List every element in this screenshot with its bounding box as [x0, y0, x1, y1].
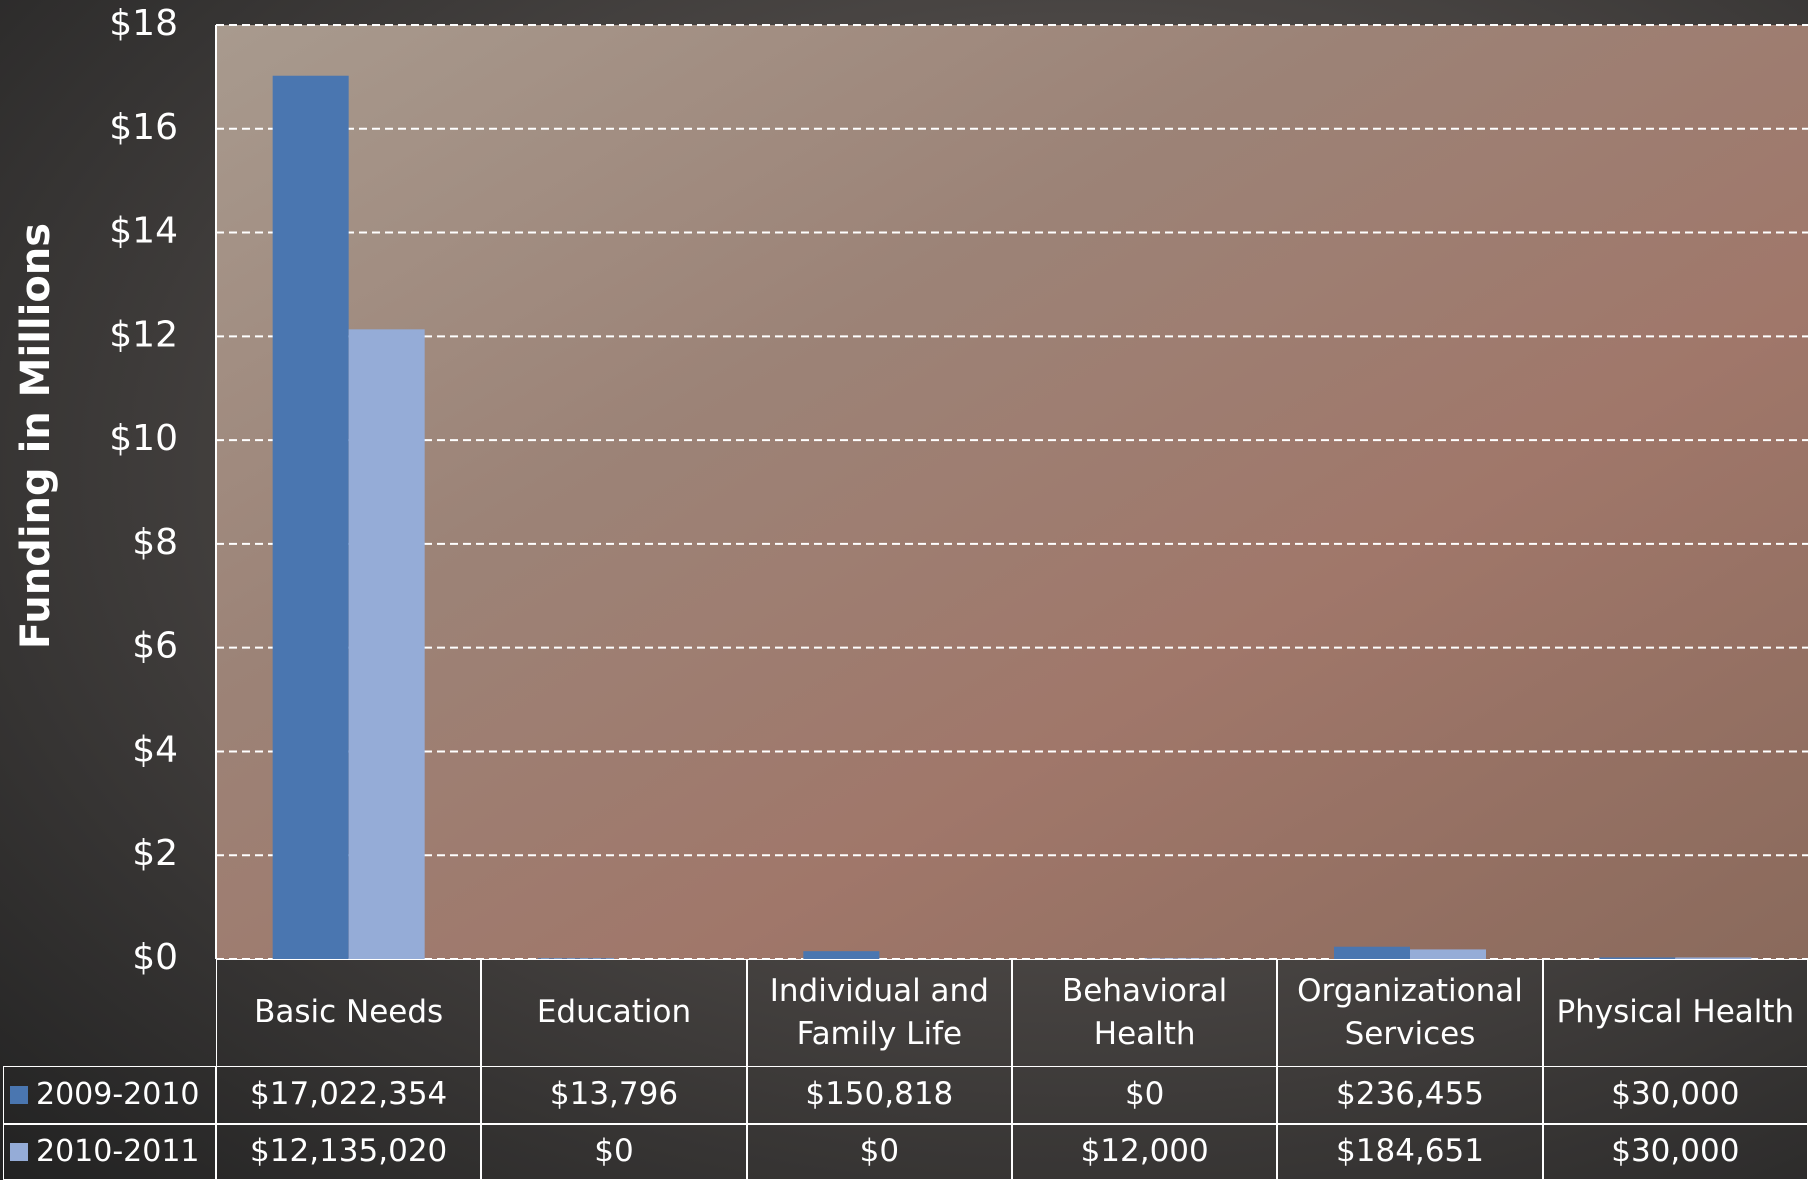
- value-label: $236,455: [1277, 1066, 1542, 1124]
- y-tick-label: $14: [109, 211, 178, 252]
- legend-entry: 2009-2010: [3, 1066, 216, 1124]
- value-label: $0: [747, 1124, 1012, 1180]
- y-tick-label: $8: [132, 522, 178, 563]
- value-label: $0: [481, 1124, 746, 1180]
- y-tick-label: $0: [132, 937, 178, 978]
- y-tick-label: $4: [132, 729, 178, 770]
- page: Funding in Millions $0 $2 $4 $6 $8 $10 $12 $14 $…: [0, 0, 1808, 1180]
- value-label: $184,651: [1277, 1124, 1542, 1180]
- value-label: $12,135,020: [216, 1124, 481, 1180]
- plot-background: [216, 25, 1808, 959]
- category-label: Individual and Family Life: [747, 959, 1012, 1067]
- y-tick-label: $16: [109, 107, 178, 148]
- y-tick-label: $10: [109, 418, 178, 459]
- category-label: Education: [481, 959, 746, 1067]
- value-label: $17,022,354: [216, 1066, 481, 1124]
- bar: [1334, 947, 1410, 959]
- value-label: $150,818: [747, 1066, 1012, 1124]
- value-label: $30,000: [1543, 1124, 1808, 1180]
- legend-entry: 2010-2011: [3, 1124, 216, 1180]
- category-label: Organizational Services: [1277, 959, 1542, 1067]
- category-label: Physical Health: [1543, 959, 1808, 1067]
- legend-swatch: [10, 1143, 28, 1161]
- legend-swatch: [10, 1086, 28, 1104]
- value-label: $12,000: [1012, 1124, 1277, 1180]
- legend-label: 2010-2011: [36, 1131, 200, 1173]
- y-tick-label: $2: [132, 833, 178, 874]
- value-label: $30,000: [1543, 1066, 1808, 1124]
- bar: [803, 951, 879, 959]
- bar: [273, 76, 349, 959]
- bar: [349, 329, 425, 959]
- value-label: $0: [1012, 1066, 1277, 1124]
- category-label: Behavioral Health: [1012, 959, 1277, 1067]
- bar: [1410, 949, 1486, 959]
- y-axis-title: Funding in Millions: [13, 223, 59, 649]
- y-tick-label: $6: [132, 626, 178, 667]
- legend-label: 2009-2010: [36, 1074, 200, 1116]
- y-tick-label: $12: [109, 314, 178, 355]
- category-label: Basic Needs: [216, 959, 481, 1067]
- y-tick-label: $18: [109, 3, 178, 44]
- value-label: $13,796: [481, 1066, 746, 1124]
